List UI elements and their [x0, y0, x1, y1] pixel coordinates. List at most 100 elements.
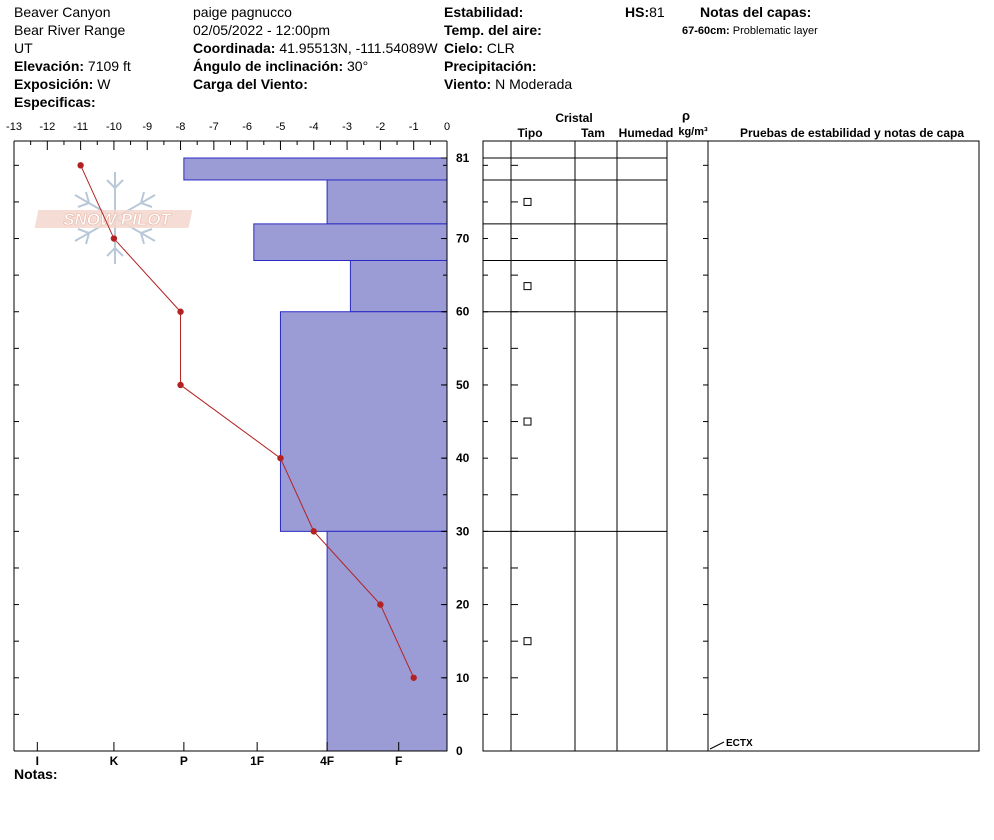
crystal-type-marker: [523, 197, 532, 206]
specifics-label: Especificas:: [14, 94, 96, 110]
hardness-layer-bar: [279, 311, 448, 532]
sky-value: CLR: [486, 40, 515, 56]
hardness-layer-bar: [326, 530, 448, 752]
stability-label: Estabilidad:: [444, 4, 524, 20]
depth-tick-label: 60: [456, 305, 470, 319]
aspect-value: W: [97, 76, 111, 92]
crystal-type-marker: [523, 282, 532, 291]
hardness-tick-label: I: [36, 754, 39, 768]
temperature-point: [177, 308, 184, 315]
temp-tick-label: -1: [409, 121, 419, 133]
snowpilot-watermark-logo: SNOW PILOT: [34, 172, 193, 264]
svg-text:SNOW PILOT: SNOW PILOT: [63, 210, 172, 229]
type-column-header: Tipo: [517, 126, 542, 140]
tests-column-header: Pruebas de estabilidad y notas de capa: [740, 126, 964, 140]
hardness-layer-bar: [326, 179, 448, 225]
temp-tick-label: -6: [242, 121, 252, 133]
air-temp-label: Temp. del aire:: [444, 22, 542, 38]
crystal-header: Cristal: [555, 111, 592, 125]
observer-name: paige pagnucco: [193, 4, 292, 20]
temp-tick-label: -13: [6, 121, 22, 133]
crystal-type-marker: [523, 637, 532, 646]
hs-value: 81: [649, 4, 665, 20]
temperature-line: [80, 165, 415, 678]
range-name: Bear River Range: [14, 22, 126, 38]
wind-row: Viento: N Moderada: [444, 76, 572, 93]
wind-load-label: Carga del Viento:: [193, 76, 308, 92]
moisture-column-header: Humedad: [619, 126, 674, 140]
temp-tick-label: -7: [209, 121, 219, 133]
temperature-point: [310, 528, 317, 535]
slope-row: Ángulo de inclinación: 30°: [193, 58, 368, 75]
aspect-row: Exposición: W: [14, 76, 110, 93]
coordinate-value: 41.95513N, -111.54089W: [279, 40, 438, 56]
temperature-point: [377, 601, 384, 608]
temp-tick-label: -11: [73, 121, 88, 133]
hs-row: HS:81: [625, 4, 665, 21]
coordinate-label: Coordinada:: [193, 40, 276, 56]
density-symbol: ρ: [682, 108, 690, 123]
precip-label: Precipitación:: [444, 58, 537, 74]
coordinate-row: Coordinada: 41.95513N, -111.54089W: [193, 40, 438, 57]
temperature-profile: [77, 162, 417, 681]
hardness-layer-bar: [349, 259, 448, 313]
density-unit: kg/m³: [678, 126, 708, 138]
observation-datetime: 02/05/2022 - 12:00pm: [193, 22, 330, 38]
hardness-tick-label: K: [110, 754, 119, 768]
temperature-point: [277, 454, 284, 462]
depth-tick-label: 81: [456, 151, 470, 165]
table-border: [482, 140, 980, 752]
temp-tick-label: 0: [444, 121, 450, 133]
sky-row: Cielo: CLR: [444, 40, 515, 57]
temp-tick-label: -3: [342, 121, 352, 133]
elevation-value: 7109 ft: [87, 58, 131, 74]
sky-label: Cielo:: [444, 40, 483, 56]
depth-tick-label: 30: [456, 524, 470, 538]
slope-value: 30°: [347, 58, 369, 74]
temperature-point: [77, 162, 84, 169]
depth-tick-label: 0: [456, 744, 463, 758]
depth-tick-label: 10: [456, 671, 470, 685]
hardness-layer-bar: [253, 223, 448, 261]
layer-detail-table: Cristal Tipo Tam Humedad ρ kg/m³ Pruebas de es…: [482, 108, 980, 752]
slope-label: Ángulo de inclinación:: [193, 58, 344, 74]
temp-tick-label: -12: [39, 121, 55, 133]
wind-label: Viento:: [444, 76, 492, 92]
layer-note-range: 67-60cm:: [682, 25, 730, 37]
wind-value: N Moderada: [495, 76, 573, 92]
test-label: ECTX: [726, 738, 753, 749]
notes-label: Notas:: [14, 766, 58, 782]
location-name: Beaver Canyon: [14, 4, 111, 20]
elevation-row: Elevación: 7109 ft: [14, 58, 131, 75]
temperature-point: [110, 235, 118, 242]
hardness-tick-label: P: [180, 754, 188, 768]
hs-label: HS:: [625, 4, 650, 20]
left-plot-axes: -13 -12 -11 -10 -9 -8 -7 -6 -5 -4 -3 -2 -1 0I K P 1F 4F F8…: [6, 121, 470, 768]
depth-tick-label: 70: [456, 232, 470, 246]
temp-tick-label: -9: [142, 121, 152, 133]
layer-note-text: Problematic layer: [732, 25, 818, 37]
hardness-tick-label: F: [395, 754, 402, 768]
hardness-tick-label: 1F: [250, 754, 264, 768]
crystal-type-marker: [523, 417, 532, 426]
temperature-point: [410, 674, 417, 681]
temp-tick-label: -4: [309, 121, 319, 133]
depth-tick-label: 20: [456, 598, 470, 612]
hardness-tick-label: 4F: [320, 754, 334, 768]
temperature-point: [177, 381, 184, 389]
hardness-layer-bar: [183, 157, 448, 181]
depth-tick-label: 50: [456, 378, 470, 392]
state-name: UT: [14, 40, 33, 56]
temp-tick-label: -10: [106, 121, 122, 133]
temp-tick-label: -5: [276, 121, 286, 133]
hardness-layers: [183, 157, 448, 752]
depth-tick-label: 40: [456, 451, 470, 465]
size-column-header: Tam: [581, 126, 605, 140]
temp-tick-label: -8: [176, 121, 186, 133]
elevation-label: Elevación:: [14, 58, 85, 74]
test-pointer: [709, 741, 725, 750]
layer-note-row: 67-60cm: Problematic layer: [682, 23, 818, 40]
temp-tick-label: -2: [375, 121, 385, 133]
aspect-label: Exposición:: [14, 76, 94, 92]
